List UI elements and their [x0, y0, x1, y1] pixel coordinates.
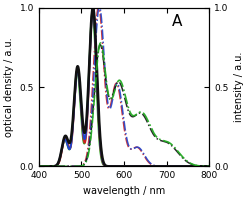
X-axis label: wavelength / nm: wavelength / nm [83, 186, 165, 196]
Y-axis label: intensity / a.u.: intensity / a.u. [234, 52, 244, 122]
Text: A: A [172, 14, 182, 29]
Y-axis label: optical density / a.u.: optical density / a.u. [4, 37, 14, 137]
